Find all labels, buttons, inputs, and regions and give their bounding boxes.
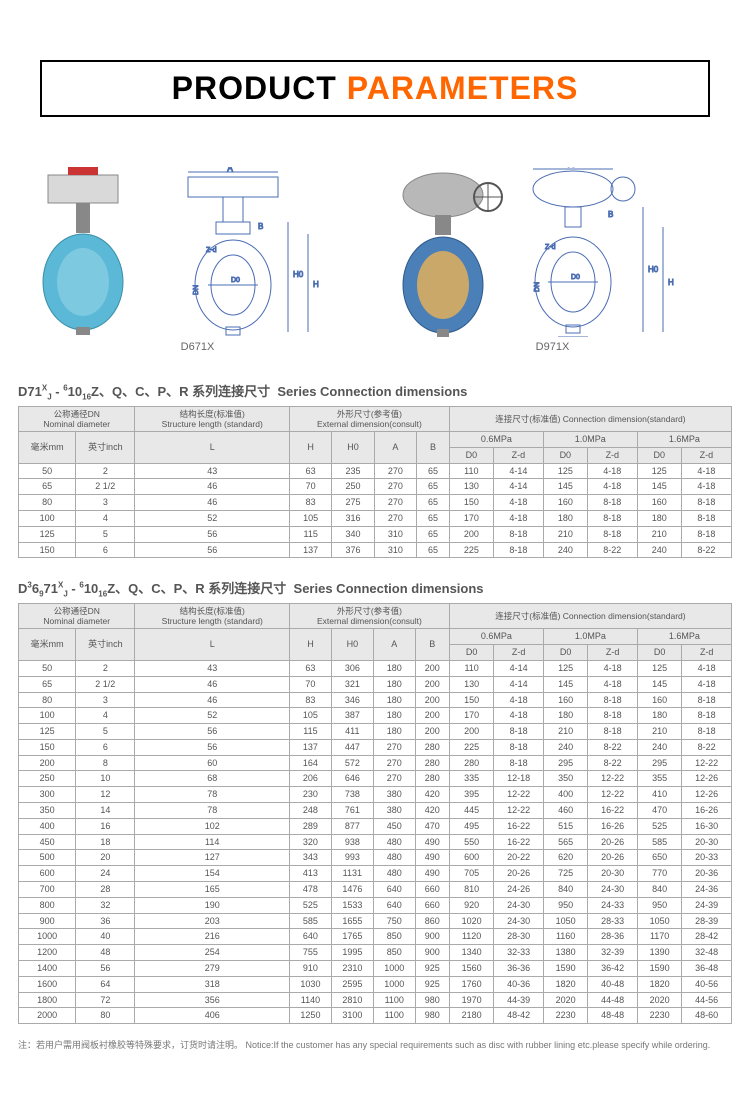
title-word-2: PARAMETERS xyxy=(347,70,579,106)
svg-text:B: B xyxy=(258,222,263,231)
svg-text:Z-d: Z-d xyxy=(545,244,556,251)
table-row: 652 1/24670250270651304-141454-181454-18 xyxy=(19,479,732,495)
table-row: 652 1/246703211802001304-141454-181454-1… xyxy=(19,676,732,692)
table-row: 5024363235270651104-141254-181254-18 xyxy=(19,463,732,479)
svg-text:D0: D0 xyxy=(231,277,240,284)
table-row: 300127823073838042039512-2240012-2241012… xyxy=(19,787,732,803)
valve-drawing-right: A B H0 Z-d D0 DN L H xyxy=(383,167,723,337)
table-row: 250106820664627028033512-1835012-2235512… xyxy=(19,771,732,787)
svg-text:A: A xyxy=(568,167,574,169)
svg-text:H0: H0 xyxy=(293,270,304,279)
svg-text:Z-d: Z-d xyxy=(206,247,217,254)
svg-text:A: A xyxy=(227,167,233,173)
diagram-row: A B H0 Z-d D0 DN L H D671X xyxy=(0,157,750,373)
diagram-right-group: A B H0 Z-d D0 DN L H D971X xyxy=(383,167,723,353)
svg-text:DN: DN xyxy=(193,285,200,295)
table-row: 200080406125031001100980218048-42223048-… xyxy=(19,1008,732,1024)
svg-text:H: H xyxy=(668,278,674,287)
table-row: 4001610228987745047049516-2251516-265251… xyxy=(19,818,732,834)
table-row: 150656137376310652258-182408-222408-22 xyxy=(19,542,732,558)
table-row: 1000402166401765850900112028-30116028-36… xyxy=(19,929,732,945)
table-row: 350147824876138042044512-2246016-2247016… xyxy=(19,803,732,819)
table-row: 5002012734399348049060020-2262020-266502… xyxy=(19,850,732,866)
table-row: 125556115340310652008-182108-182108-18 xyxy=(19,526,732,542)
diagram-label-right: D971X xyxy=(383,341,723,353)
diagram-left-group: A B H0 Z-d D0 DN L H D671X xyxy=(28,167,368,353)
title-word-1: PRODUCT xyxy=(172,70,337,106)
svg-text:H0: H0 xyxy=(648,265,659,274)
table-row: 70028165478147664066081024-2684024-30840… xyxy=(19,882,732,898)
table-row: 100452105316270651704-181808-181808-18 xyxy=(19,510,732,526)
table-row: 4501811432093848049055016-2256520-265852… xyxy=(19,834,732,850)
valve-drawing-left: A B H0 Z-d D0 DN L H xyxy=(28,167,368,337)
table-row: 1506561374472702802258-182408-222408-22 xyxy=(19,739,732,755)
section2-title: D36971XJ - 61016Z、Q、C、P、R 系列连接尺寸 Series … xyxy=(0,570,750,603)
svg-text:B: B xyxy=(608,210,613,219)
table-row: 180072356114028101100980197044-39202044-… xyxy=(19,992,732,1008)
table-row: 1200482547551995850900134032-33138032-39… xyxy=(19,945,732,961)
table-row: 80346833461802001504-181608-181608-18 xyxy=(19,692,732,708)
table-row: 1004521053871802001704-181808-181808-18 xyxy=(19,708,732,724)
title-box: PRODUCT PARAMETERS xyxy=(40,60,710,117)
table-row: 2008601645722702802808-182958-2229512-22 xyxy=(19,755,732,771)
svg-text:DN: DN xyxy=(534,282,541,292)
page-header: PRODUCT PARAMETERS xyxy=(0,0,750,157)
table-1: 公称通径DNNominal diameter 结构长度(标准值)Structur… xyxy=(18,406,732,559)
table-row: 900362035851655750860102024-30105028-331… xyxy=(19,913,732,929)
diagram-label-left: D671X xyxy=(28,341,368,353)
svg-text:H: H xyxy=(313,280,319,289)
table-2: 公称通径DNNominal diameter 结构长度(标准值)Structur… xyxy=(18,603,732,1024)
notice-text: 注：若用户需用阀板衬橡胶等特殊要求，订货时请注明。 Notice:If the … xyxy=(0,1036,750,1061)
table-row: 8034683275270651504-181608-181608-18 xyxy=(19,495,732,511)
table-row: 160064318103025951000925176040-36182040-… xyxy=(19,976,732,992)
svg-text:D0: D0 xyxy=(571,274,580,281)
table-row: 80032190525153364066092024-3095024-33950… xyxy=(19,897,732,913)
table-row: 14005627991023101000925156036-36159036-4… xyxy=(19,961,732,977)
table-row: 1255561154111802002008-182108-182108-18 xyxy=(19,724,732,740)
table-row: 50243633061802001104-141254-181254-18 xyxy=(19,660,732,676)
section1-title: D71XJ - 61016Z、Q、C、P、R 系列连接尺寸 Series Con… xyxy=(0,373,750,406)
table-row: 60024154413113148049070520-2672520-30770… xyxy=(19,866,732,882)
